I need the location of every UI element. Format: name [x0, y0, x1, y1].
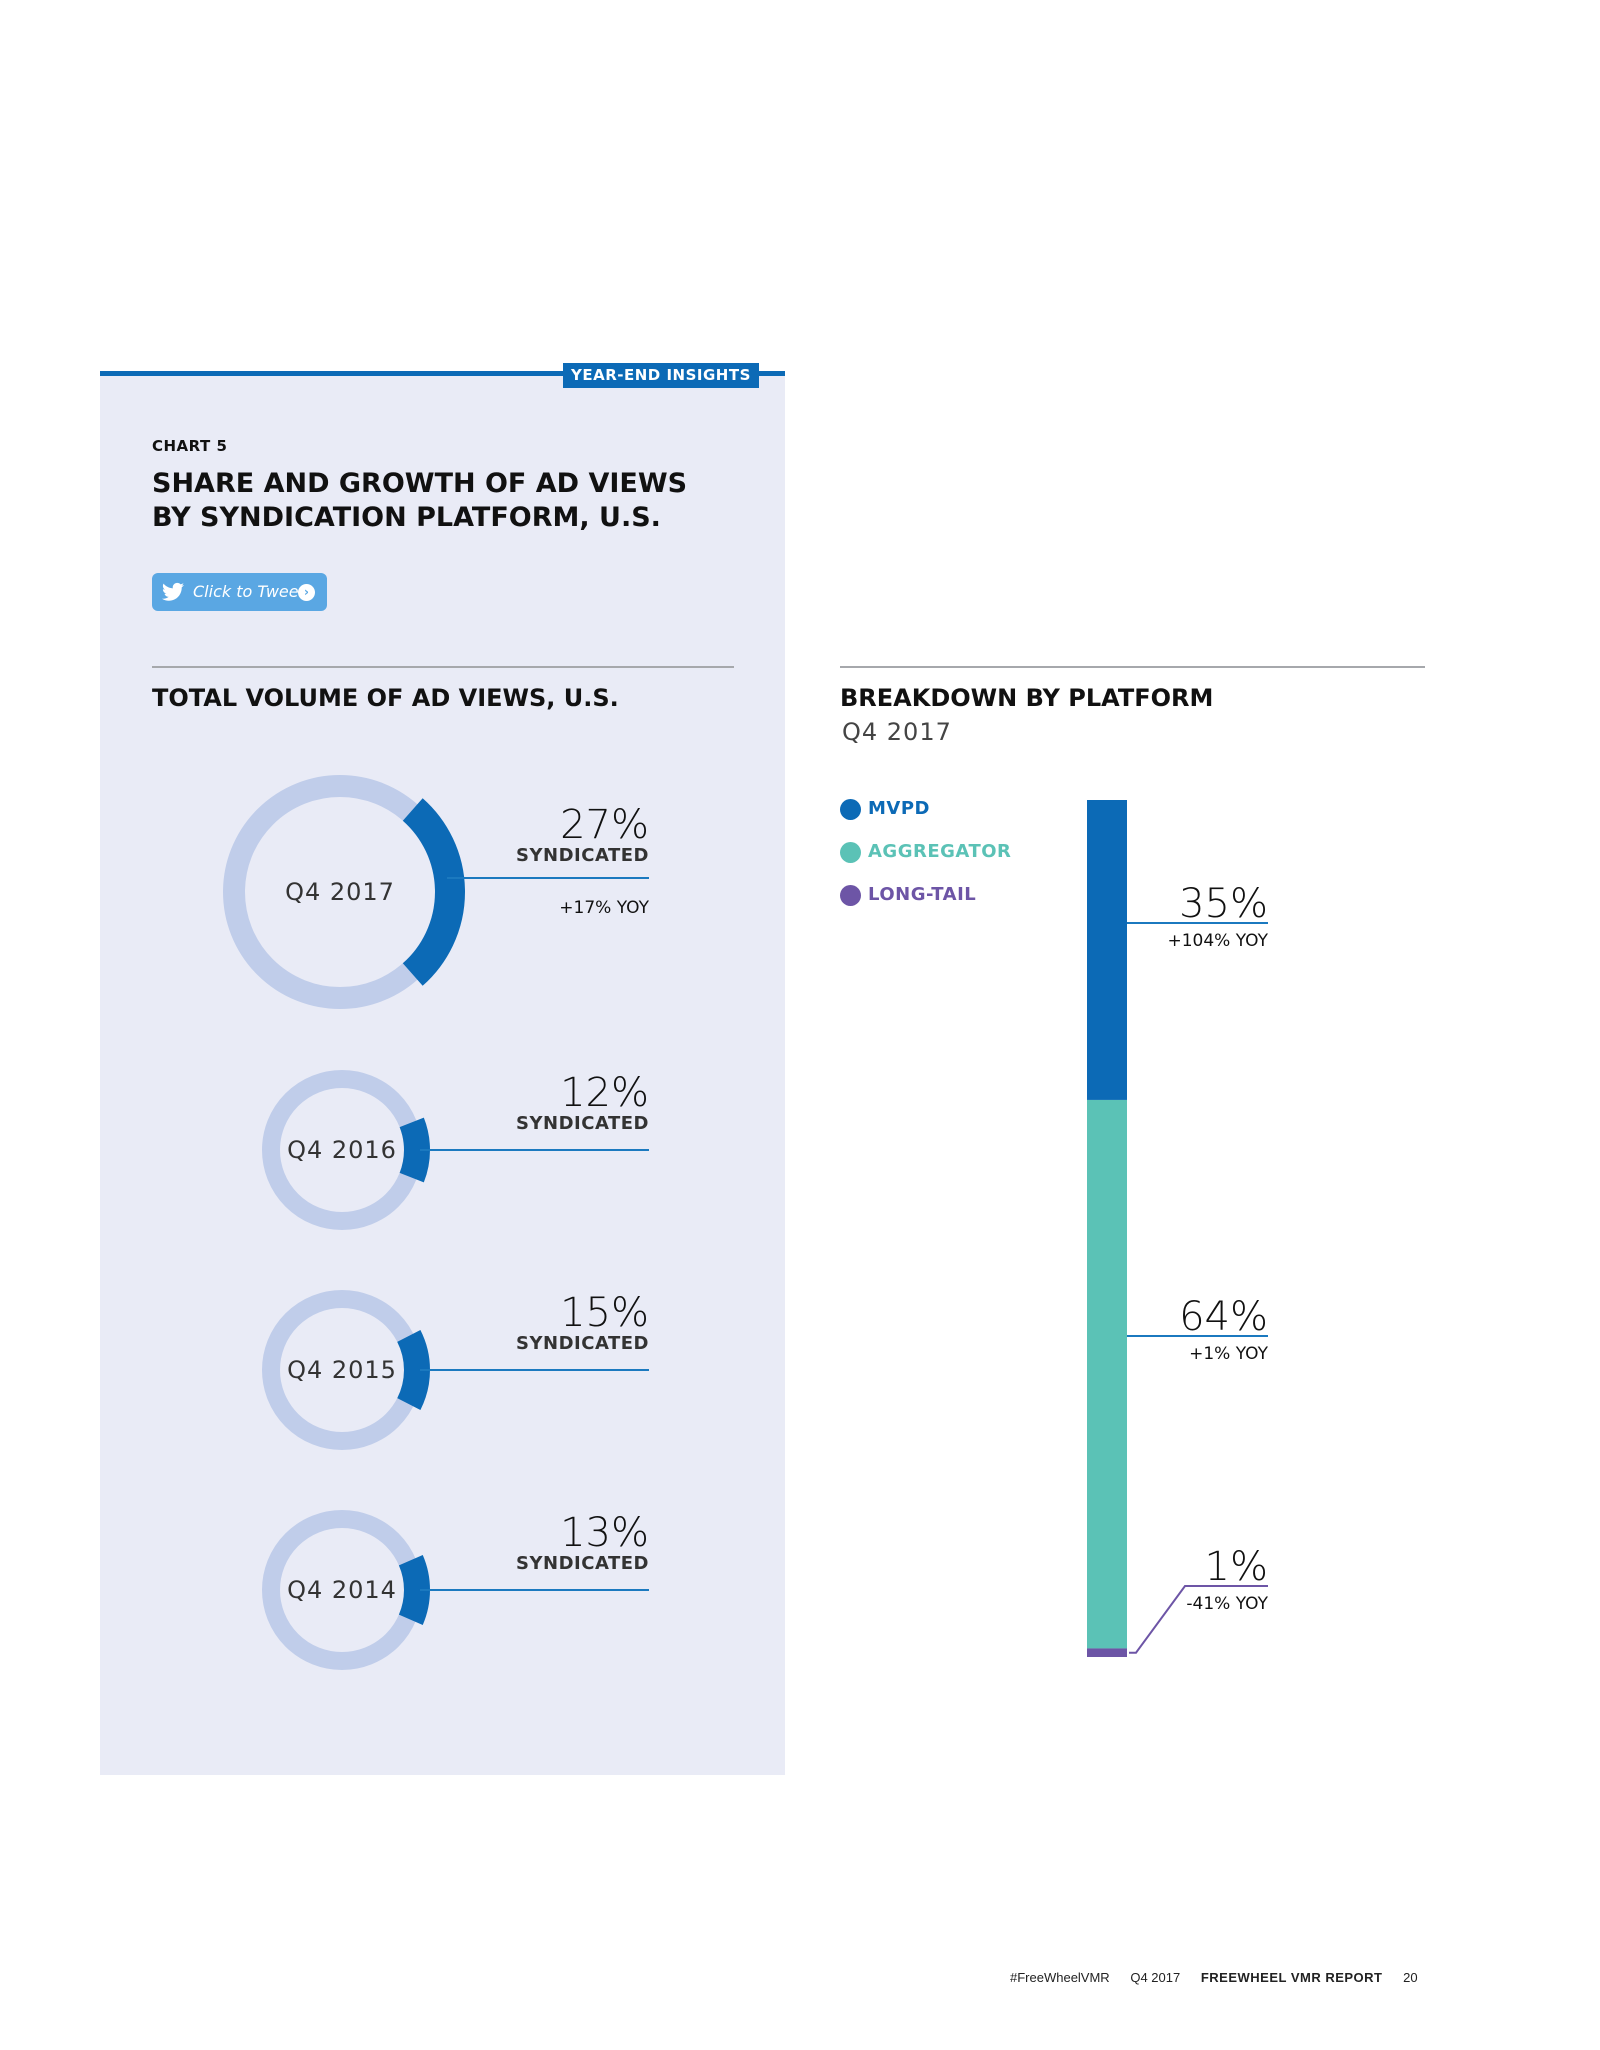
breakdown-heading: BREAKDOWN BY PLATFORM: [840, 684, 1214, 712]
bar-yoy-label: +1% YOY: [1189, 1344, 1269, 1364]
footer-hashtag: #FreeWheelVMR: [1010, 1970, 1110, 1985]
legend-label-long-tail: LONG-TAIL: [868, 884, 977, 905]
chart-number-label: CHART 5: [152, 437, 228, 455]
page-footer: #FreeWheelVMR Q4 2017 FREEWHEEL VMR REPO…: [1010, 1970, 1435, 1985]
donut-value-label: 12%: [560, 1070, 649, 1116]
legend-swatch-long-tail: [840, 885, 861, 906]
donut-value-label: 13%: [560, 1510, 649, 1556]
bar-yoy-label: +104% YOY: [1167, 931, 1268, 951]
year-end-insights-tag: YEAR-END INSIGHTS: [563, 363, 759, 388]
twitter-bird-icon: [162, 582, 184, 601]
legend-label-mvpd: MVPD: [868, 798, 930, 819]
stacked-bar-segment-mvpd: [1087, 800, 1127, 1100]
legend-swatch-mvpd: [840, 799, 861, 820]
donut-center-period: Q4 2015: [287, 1356, 397, 1384]
left-section-divider: [152, 666, 734, 668]
footer-page-number: 20: [1403, 1970, 1418, 1985]
donut-center-period: Q4 2017: [285, 878, 395, 906]
tweet-button-label: Click to Tweet: [193, 582, 305, 601]
bar-value-label: 1%: [1205, 1544, 1268, 1590]
donut-center-period: Q4 2014: [287, 1576, 397, 1604]
total-volume-heading: TOTAL VOLUME OF AD VIEWS, U.S.: [152, 684, 619, 712]
stacked-bar-segment-aggregator: [1087, 1099, 1127, 1649]
donut-segment-syndicated: [397, 1330, 430, 1410]
bar-leader-line: [1129, 1585, 1268, 1654]
top-accent-rule: [100, 371, 785, 376]
footer-report-name: FREEWHEEL VMR REPORT: [1200, 1970, 1383, 1985]
donut-category-label: SYNDICATED: [516, 1333, 649, 1354]
legend-swatch-aggregator: [840, 842, 861, 863]
donut-value-label: 27%: [560, 802, 649, 848]
breakdown-subheading: Q4 2017: [842, 718, 952, 746]
donut-yoy-label: +17% YOY: [559, 898, 649, 918]
bar-value-label: 64%: [1179, 1294, 1268, 1340]
chevron-right-icon: ›: [298, 584, 315, 601]
stacked-bar-segment-long-tail: [1087, 1648, 1127, 1657]
donut-category-label: SYNDICATED: [516, 1113, 649, 1134]
donut-value-label: 15%: [560, 1290, 649, 1336]
bar-value-label: 35%: [1179, 881, 1268, 927]
donut-center-period: Q4 2016: [287, 1136, 397, 1164]
legend-label-aggregator: AGGREGATOR: [868, 841, 1012, 862]
chart-title: SHARE AND GROWTH OF AD VIEWS BY SYNDICAT…: [152, 468, 688, 533]
donut-segment-syndicated: [399, 1117, 430, 1183]
donut-segment-syndicated: [402, 798, 465, 986]
donut-category-label: SYNDICATED: [516, 1553, 649, 1574]
bar-yoy-label: -41% YOY: [1186, 1594, 1268, 1614]
donut-category-label: SYNDICATED: [516, 845, 649, 866]
right-section-divider: [840, 666, 1425, 668]
donut-segment-syndicated: [398, 1555, 430, 1625]
footer-period: Q4 2017: [1130, 1970, 1181, 1985]
click-to-tweet-button[interactable]: Click to Tweet ›: [152, 573, 327, 611]
